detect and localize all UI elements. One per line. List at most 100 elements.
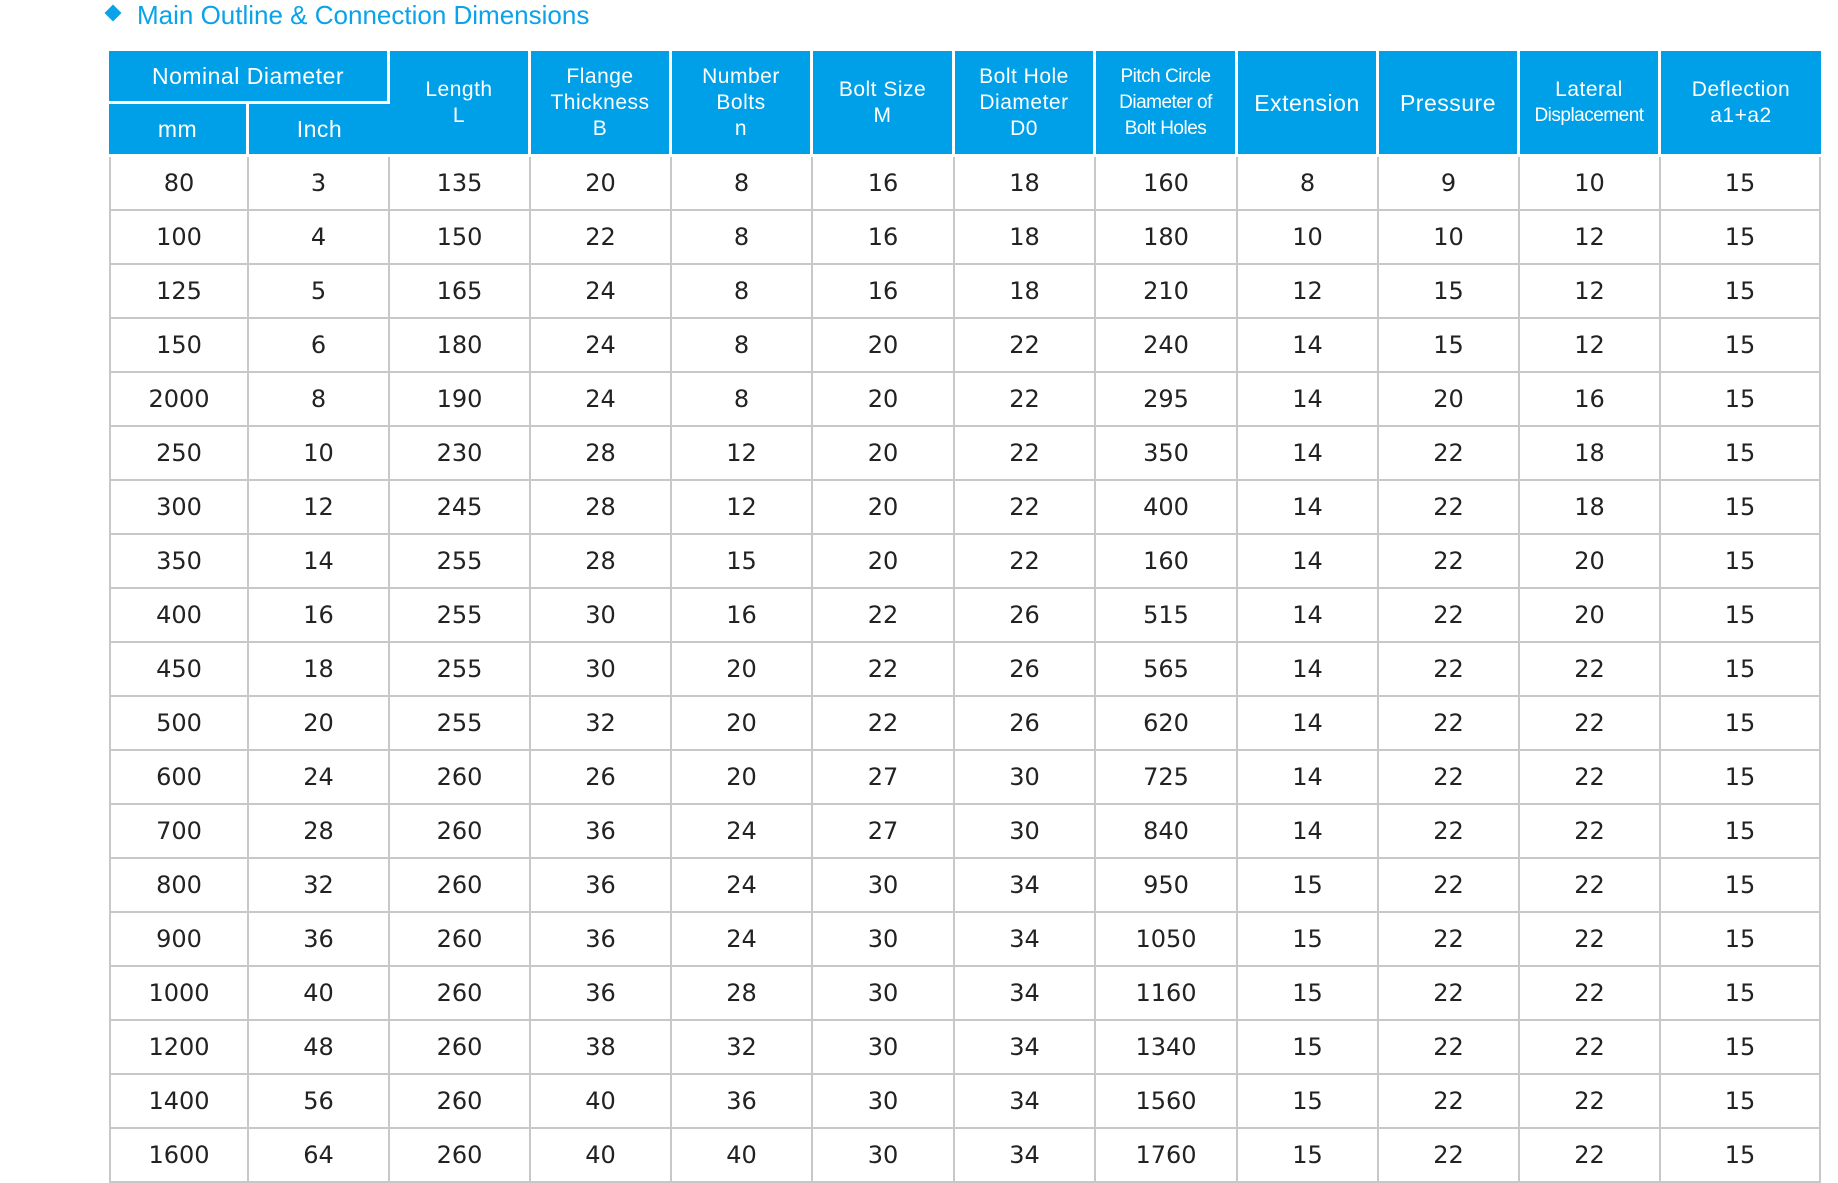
table-cell: 30 <box>813 1129 955 1183</box>
table-cell: 840 <box>1096 805 1238 859</box>
table-row: 125 5 165 24 8 16 18 210 12 15 12 15 <box>109 265 1821 319</box>
table-cell: 135 <box>390 157 531 211</box>
table-row: 150 6 180 24 8 20 22 240 14 15 12 15 <box>109 319 1821 373</box>
table-cell: 725 <box>1096 751 1238 805</box>
table-row: 1600 64 260 40 40 30 34 1760 15 22 22 15 <box>109 1129 1821 1183</box>
table-cell: 22 <box>1379 1021 1520 1075</box>
table-cell: 15 <box>1661 373 1821 427</box>
col-lateral-displacement: Lateral Displacement <box>1520 51 1661 157</box>
table-cell: 24 <box>672 913 813 967</box>
table-cell: 15 <box>1661 589 1821 643</box>
table-cell: 36 <box>531 913 672 967</box>
table-cell: 15 <box>1661 211 1821 265</box>
table-cell: 30 <box>813 913 955 967</box>
table-cell: 900 <box>109 913 249 967</box>
table-cell: 36 <box>531 967 672 1021</box>
table-cell: 100 <box>109 211 249 265</box>
table-cell: 15 <box>1661 427 1821 481</box>
table-cell: 160 <box>1096 157 1238 211</box>
table-cell: 240 <box>1096 319 1238 373</box>
table-cell: 15 <box>1661 1075 1821 1129</box>
col-inch: Inch <box>249 104 390 157</box>
table-cell: 15 <box>1661 1129 1821 1183</box>
table-cell: 15 <box>1238 1129 1379 1183</box>
table-cell: 22 <box>1520 805 1661 859</box>
table-cell: 22 <box>1379 589 1520 643</box>
table-cell: 15 <box>1379 265 1520 319</box>
table-cell: 34 <box>955 1021 1096 1075</box>
table-cell: 14 <box>1238 373 1379 427</box>
table-cell: 22 <box>813 643 955 697</box>
table-cell: 16 <box>672 589 813 643</box>
table-cell: 22 <box>1379 805 1520 859</box>
table-row: 350 14 255 28 15 20 22 160 14 22 20 15 <box>109 535 1821 589</box>
table-cell: 15 <box>1238 859 1379 913</box>
table-cell: 15 <box>1661 1021 1821 1075</box>
table-cell: 14 <box>1238 535 1379 589</box>
table-cell: 1400 <box>109 1075 249 1129</box>
table-cell: 20 <box>249 697 390 751</box>
table-cell: 8 <box>672 319 813 373</box>
table-cell: 27 <box>813 751 955 805</box>
table-cell: 400 <box>1096 481 1238 535</box>
table-cell: 15 <box>1661 643 1821 697</box>
table-cell: 20 <box>672 697 813 751</box>
table-cell: 400 <box>109 589 249 643</box>
col-extension: Extension <box>1238 51 1379 157</box>
table-row: 900 36 260 36 24 30 34 1050 15 22 22 15 <box>109 913 1821 967</box>
table-cell: 4 <box>249 211 390 265</box>
col-nominal-diameter: Nominal Diameter <box>109 51 390 104</box>
table-cell: 22 <box>1520 1075 1661 1129</box>
col-mm: mm <box>109 104 249 157</box>
table-cell: 40 <box>249 967 390 1021</box>
table-cell: 24 <box>672 805 813 859</box>
table-cell: 20 <box>813 481 955 535</box>
table-cell: 15 <box>1379 319 1520 373</box>
table-cell: 350 <box>109 535 249 589</box>
table-cell: 210 <box>1096 265 1238 319</box>
table-cell: 22 <box>1379 913 1520 967</box>
table-cell: 6 <box>249 319 390 373</box>
table-cell: 1200 <box>109 1021 249 1075</box>
table-cell: 22 <box>1520 913 1661 967</box>
table-cell: 30 <box>813 1021 955 1075</box>
table-cell: 14 <box>1238 319 1379 373</box>
table-cell: 260 <box>390 913 531 967</box>
table-cell: 14 <box>1238 805 1379 859</box>
table-row: 450 18 255 30 20 22 26 565 14 22 22 15 <box>109 643 1821 697</box>
table-cell: 27 <box>813 805 955 859</box>
table-cell: 22 <box>955 535 1096 589</box>
table-cell: 28 <box>672 967 813 1021</box>
table-row: 800 32 260 36 24 30 34 950 15 22 22 15 <box>109 859 1821 913</box>
table-cell: 15 <box>1661 913 1821 967</box>
table-cell: 15 <box>1661 535 1821 589</box>
table-cell: 18 <box>1520 481 1661 535</box>
table-row: 400 16 255 30 16 22 26 515 14 22 20 15 <box>109 589 1821 643</box>
col-number-bolts: Number Bolts n <box>672 51 813 157</box>
table-body: 80 3 135 20 8 16 18 160 8 9 10 15 100 4 150 22 8 16 18 180 1… <box>109 157 1821 1183</box>
table-cell: 165 <box>390 265 531 319</box>
table-cell: 14 <box>1238 697 1379 751</box>
table-cell: 260 <box>390 1075 531 1129</box>
diamond-bullet-icon <box>104 4 122 22</box>
table-cell: 32 <box>672 1021 813 1075</box>
table-cell: 24 <box>672 859 813 913</box>
table-cell: 30 <box>813 1075 955 1129</box>
col-pitch-circle: Pitch Circle Diameter of Bolt Holes <box>1096 51 1238 157</box>
col-deflection: Deflection a1+a2 <box>1661 51 1821 157</box>
table-cell: 2000 <box>109 373 249 427</box>
table-cell: 1760 <box>1096 1129 1238 1183</box>
table-cell: 255 <box>390 697 531 751</box>
col-length: Length L <box>390 51 531 157</box>
table-cell: 38 <box>531 1021 672 1075</box>
table-row: 1000 40 260 36 28 30 34 1160 15 22 22 15 <box>109 967 1821 1021</box>
table-cell: 20 <box>813 427 955 481</box>
table-cell: 20 <box>813 373 955 427</box>
table-cell: 16 <box>813 211 955 265</box>
table-cell: 30 <box>813 967 955 1021</box>
table-cell: 18 <box>1520 427 1661 481</box>
table-cell: 8 <box>672 157 813 211</box>
table-cell: 150 <box>109 319 249 373</box>
table-cell: 32 <box>249 859 390 913</box>
table-cell: 15 <box>1661 751 1821 805</box>
